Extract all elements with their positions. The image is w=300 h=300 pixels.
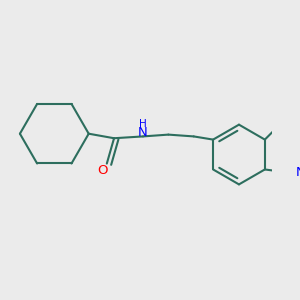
Text: N: N	[295, 166, 300, 179]
Text: O: O	[97, 164, 107, 177]
Text: H: H	[139, 119, 147, 129]
Text: N: N	[138, 126, 148, 139]
